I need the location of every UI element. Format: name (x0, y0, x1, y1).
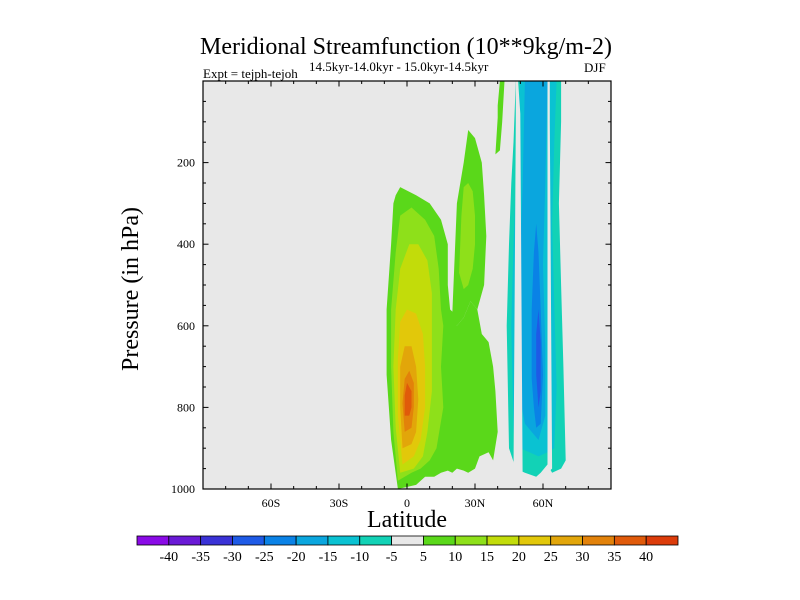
colorbar-swatch (391, 535, 424, 546)
colorbar-label: -30 (223, 550, 242, 565)
y-tick-label: 200 (177, 156, 195, 170)
period-label: 14.5kyr-14.0kyr - 15.0kyr-14.5kyr (309, 59, 489, 74)
colorbar-swatch (327, 535, 361, 546)
contour-region-5-2 (495, 81, 505, 155)
colorbar-swatch (263, 535, 297, 546)
colorbar-swatch (200, 535, 233, 546)
y-tick-labels: 200 400 600 800 1000 (171, 156, 195, 496)
colorbar-label: 20 (512, 550, 526, 565)
colorbar-swatch (423, 535, 456, 546)
colorbar-label: -10 (350, 550, 369, 565)
colorbar-label: 5 (420, 550, 427, 565)
colorbar-swatch (454, 535, 488, 546)
colorbar-label: -20 (287, 550, 306, 565)
colorbar (136, 535, 679, 546)
contour-region-0-1 (547, 81, 553, 473)
contour-region--25-0 (536, 309, 541, 408)
colorbar-label: -5 (386, 550, 398, 565)
x-tick-label: 30N (465, 496, 486, 510)
x-tick-labels: 60S 30S 0 30N 60N (262, 496, 554, 510)
colorbar-label: -25 (255, 550, 274, 565)
season-label: DJF (584, 60, 606, 75)
colorbar-swatch (550, 535, 583, 546)
colorbar-swatch (486, 535, 520, 546)
colorbar-label: 40 (639, 550, 653, 565)
y-tick-label: 600 (177, 319, 195, 333)
x-axis-label: Latitude (367, 507, 447, 533)
colorbar-swatch (645, 535, 679, 546)
contour-region-0-0 (513, 81, 523, 473)
colorbar-label: 35 (607, 550, 621, 565)
y-axis-label: Pressure (in hPa) (118, 207, 144, 371)
x-tick-label: 60S (262, 496, 281, 510)
colorbar-label: -35 (191, 550, 210, 565)
colorbar-swatch (613, 535, 647, 546)
colorbar-label: 30 (576, 550, 590, 565)
colorbar-label: -15 (319, 550, 338, 565)
colorbar-swatch (518, 535, 552, 546)
colorbar-label: -40 (159, 550, 178, 565)
x-tick-label: 30S (330, 496, 349, 510)
colorbar-swatch (168, 535, 202, 546)
y-tick-label: 800 (177, 400, 195, 414)
colorbar-swatch (295, 535, 329, 546)
axis-ticks (202, 80, 612, 490)
chart-title: Meridional Streamfunction (10**9kg/m-2) (200, 34, 612, 60)
colorbar-swatch (582, 535, 615, 546)
experiment-label: Expt = tejph-tejoh (203, 66, 298, 81)
colorbar-label: 25 (544, 550, 558, 565)
colorbar-swatch (359, 535, 392, 546)
contour-layer (386, 81, 566, 489)
colorbar-swatch (136, 535, 170, 546)
colorbar-swatch (232, 535, 265, 546)
x-tick-label: 60N (533, 496, 554, 510)
y-tick-label: 400 (177, 237, 195, 251)
contour-region-35-0 (404, 382, 412, 416)
contour-region-10-1 (459, 183, 475, 290)
x-tick-label: 0 (404, 496, 410, 510)
y-tick-label: 1000 (171, 482, 195, 496)
colorbar-label: 15 (480, 550, 494, 565)
colorbar-labels: -40 -35 -30 -25 -20 -15 -10 -5 5 10 15 20 25 30 35 40 (159, 550, 653, 565)
colorbar-label: 10 (448, 550, 462, 565)
